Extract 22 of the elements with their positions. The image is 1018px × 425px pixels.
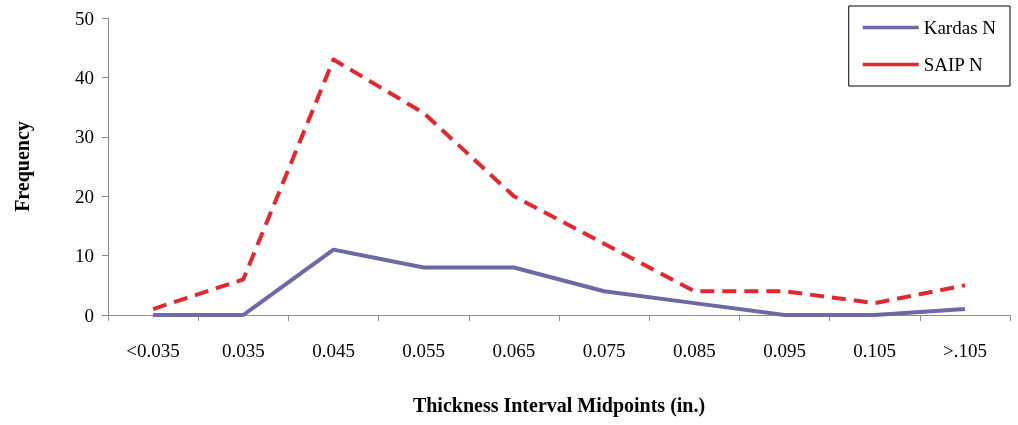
- x-tick-label: 0.075: [582, 340, 626, 361]
- y-tick-label: 50: [75, 7, 94, 29]
- x-tick-label: 0.065: [492, 340, 536, 361]
- x-tick-label: 0.095: [763, 340, 806, 361]
- y-axis-title: Frequency: [11, 121, 34, 212]
- x-axis-title: Thickness Interval Midpoints (in.): [412, 394, 706, 417]
- y-tick-label: 40: [75, 66, 94, 88]
- x-tick-label: 0.035: [221, 340, 265, 361]
- line-series: [151, 57, 967, 312]
- legend-label: Kardas N: [923, 17, 997, 38]
- line-series: [151, 247, 967, 317]
- y-tick-label: 0: [84, 304, 94, 326]
- x-tick-label: >.105: [942, 340, 987, 361]
- y-tick-label: 20: [75, 185, 94, 207]
- legend-label: SAIP N: [923, 54, 983, 75]
- y-tick-label: 10: [75, 245, 94, 267]
- x-tick-label: 0.055: [402, 340, 446, 361]
- x-tick-label: 0.105: [853, 340, 897, 361]
- x-tick-label: 0.045: [312, 340, 355, 361]
- y-tick-label: 30: [75, 126, 94, 148]
- x-tick-label: 0.085: [672, 340, 716, 361]
- x-tick-label: <0.035: [126, 340, 180, 361]
